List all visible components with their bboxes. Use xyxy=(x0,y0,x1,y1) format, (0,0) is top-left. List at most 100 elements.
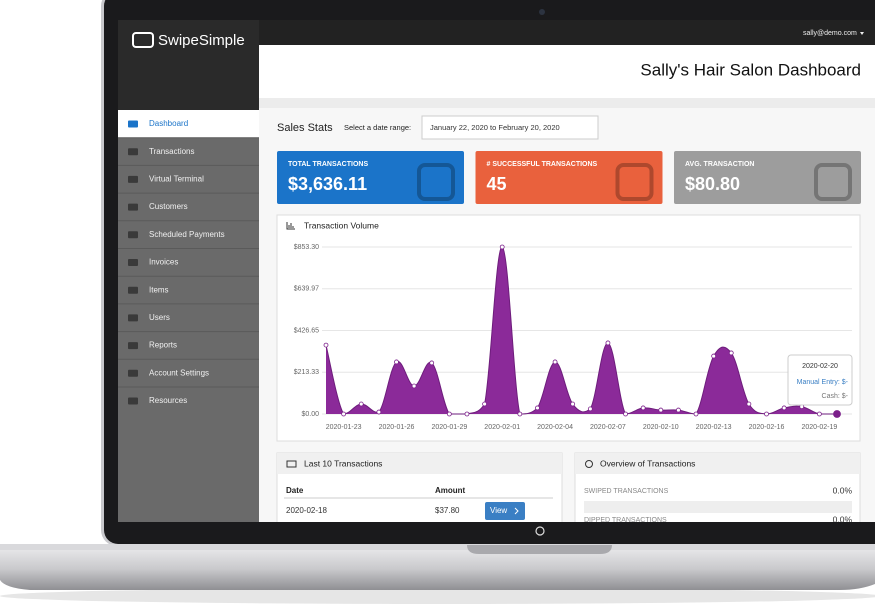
point xyxy=(411,383,417,389)
nav-icon xyxy=(128,231,138,239)
point xyxy=(605,340,611,346)
point xyxy=(499,244,505,250)
point xyxy=(552,359,558,365)
panel-icon xyxy=(286,460,297,468)
view-button[interactable] xyxy=(485,502,525,520)
nav-item[interactable]: Reports xyxy=(149,341,177,350)
point xyxy=(816,411,822,417)
point xyxy=(764,411,769,417)
chart-icon xyxy=(286,222,295,230)
chart-title: Transaction Volume xyxy=(304,220,379,230)
date-range-input[interactable] xyxy=(421,115,599,140)
section-heading: Sales Stats xyxy=(277,122,333,134)
point xyxy=(676,407,681,413)
y-tick-label: $853.30 xyxy=(294,244,319,251)
nav-active xyxy=(118,110,259,138)
x-tick-label: 2020-01-23 xyxy=(326,424,362,431)
button-label: View xyxy=(490,506,507,515)
laptop-base xyxy=(0,548,875,590)
tooltip xyxy=(787,354,853,406)
x-tick-label: 2020-02-07 xyxy=(590,424,626,431)
point xyxy=(517,411,523,417)
nav-item[interactable]: Customers xyxy=(149,202,188,211)
card-label: AVG. TRANSACTION xyxy=(685,161,754,168)
nav-item[interactable]: Users xyxy=(149,313,170,322)
metric-value: 0.0% xyxy=(833,514,853,524)
range-label: Select a date range: xyxy=(344,123,411,132)
point xyxy=(833,410,841,418)
point xyxy=(429,360,435,366)
nav-item[interactable]: Account Settings xyxy=(149,368,209,377)
nav-item[interactable]: Transactions xyxy=(149,147,195,156)
x-tick-label: 2020-01-29 xyxy=(431,424,467,431)
card-value: 45 xyxy=(487,174,507,194)
card-label: TOTAL TRANSACTIONS xyxy=(288,161,368,168)
metric-label: SWIPED TRANSACTIONS xyxy=(584,488,669,495)
date-range: January 22, 2020 to February 20, 2020 xyxy=(430,123,560,132)
logo-icon xyxy=(132,32,154,48)
y-tick-label: $213.33 xyxy=(294,369,319,376)
point xyxy=(482,401,487,407)
nav-icon xyxy=(128,148,138,156)
point xyxy=(746,401,752,407)
stat-card xyxy=(277,151,464,204)
panel-header xyxy=(575,453,860,474)
stat-card xyxy=(674,151,861,204)
tooltip-line: Cash: $- xyxy=(822,393,849,400)
chevron xyxy=(514,507,519,515)
nav-item[interactable]: Resources xyxy=(149,396,187,405)
point xyxy=(640,405,646,411)
nav-icon xyxy=(128,286,138,294)
column-header: Date xyxy=(286,486,304,495)
y-tick-label: $639.97 xyxy=(294,286,319,293)
caret xyxy=(860,32,864,35)
nav-icon xyxy=(128,175,138,183)
x-tick-label: 2020-01-26 xyxy=(379,424,415,431)
notch xyxy=(467,545,612,554)
column-header: Amount xyxy=(435,486,466,495)
nav-item[interactable]: Dashboard xyxy=(149,119,188,128)
metric-value: 0.0% xyxy=(833,485,853,495)
point xyxy=(376,409,382,415)
card-icon xyxy=(814,163,852,201)
area xyxy=(326,246,837,414)
shadow xyxy=(0,588,875,604)
nav-icon xyxy=(128,397,138,405)
nav-item[interactable]: Scheduled Payments xyxy=(149,230,225,239)
tooltip-line: Manual Entry: $- xyxy=(797,379,849,386)
point xyxy=(446,411,452,417)
point xyxy=(693,411,699,417)
stat-card xyxy=(475,151,663,204)
progress-bar xyxy=(584,501,852,513)
camera xyxy=(539,9,545,15)
user-menu[interactable]: sally@demo.com xyxy=(803,30,857,37)
y-tick-label: $0.00 xyxy=(301,411,319,418)
metric-label: DIPPED TRANSACTIONS xyxy=(584,517,667,524)
y-tick-label: $426.65 xyxy=(294,327,319,334)
point xyxy=(358,401,364,407)
point xyxy=(464,411,470,417)
panel-title: Last 10 Transactions xyxy=(304,458,382,468)
nav-item[interactable]: Virtual Terminal xyxy=(149,175,204,184)
point xyxy=(570,401,576,407)
table-cell: 2020-02-18 xyxy=(286,506,327,515)
nav-icon xyxy=(128,369,138,377)
nav-icon xyxy=(128,203,138,211)
x-tick-label: 2020-02-16 xyxy=(749,424,785,431)
card-value: $80.80 xyxy=(685,174,740,194)
logo-area xyxy=(118,20,259,110)
nav-icon xyxy=(128,342,138,350)
header-shadow xyxy=(259,98,875,108)
tooltip-date: 2020-02-20 xyxy=(802,363,838,370)
panel-icon xyxy=(585,460,593,468)
point xyxy=(323,342,329,348)
nav-icon xyxy=(128,259,138,266)
table-cell: $37.80 xyxy=(435,506,460,515)
power-icon xyxy=(535,526,545,536)
nav-icon xyxy=(128,120,138,128)
nav-item[interactable]: Items xyxy=(149,285,169,294)
x-tick-label: 2020-02-10 xyxy=(643,424,679,431)
point xyxy=(728,350,734,356)
nav-item[interactable]: Invoices xyxy=(149,258,178,267)
